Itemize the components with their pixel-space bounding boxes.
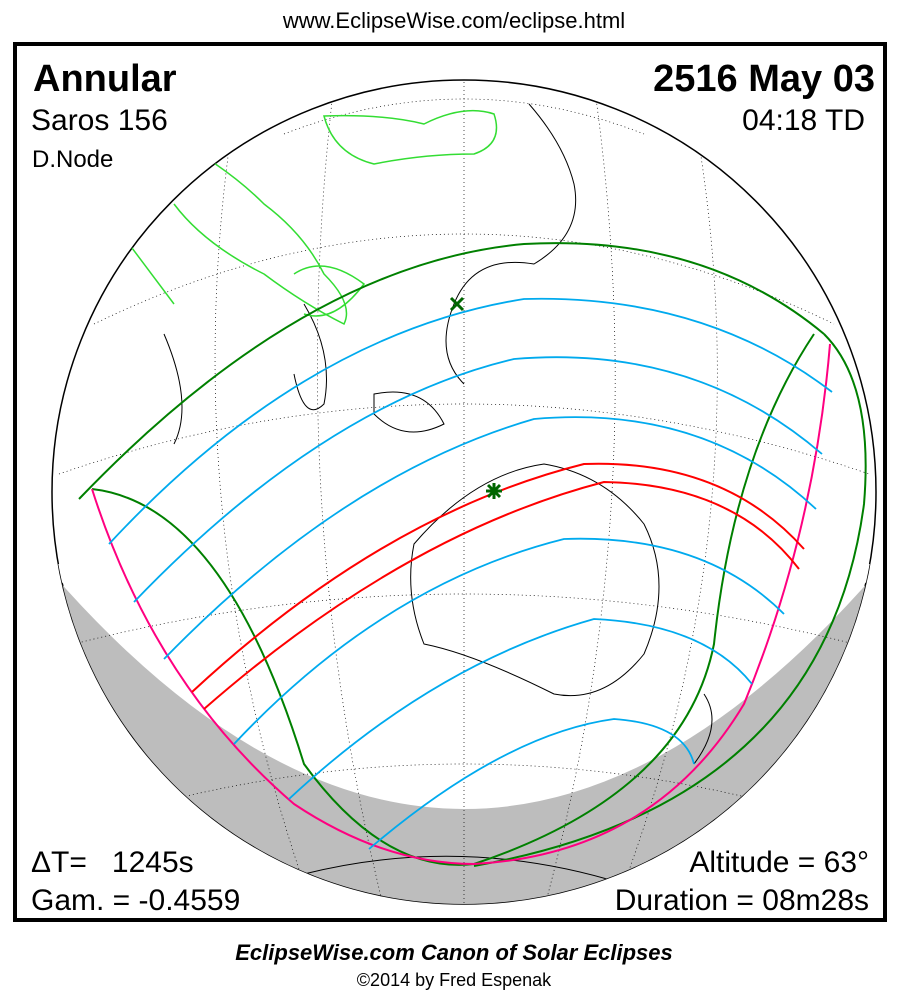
eclipse-date: 2516 May 03 xyxy=(653,58,875,100)
gamma: Gam. = -0.4559 xyxy=(31,884,241,917)
eclipse-map-frame: Annular Saros 156 D.Node 2516 May 03 04:… xyxy=(13,42,887,922)
right-lobe-inner xyxy=(473,333,815,865)
eclipse-time: 04:18 TD xyxy=(742,104,865,137)
central-path xyxy=(191,462,805,710)
central-path-north xyxy=(191,462,805,693)
delta-t: ΔT= 1245s xyxy=(31,846,194,879)
altitude: Altitude = 63° xyxy=(689,846,869,879)
rise-set-curve xyxy=(91,343,831,866)
saros-number: Saros 156 xyxy=(31,104,168,137)
footer-title: EclipseWise.com Canon of Solar Eclipses xyxy=(235,940,673,965)
footer-copyright: ©2014 by Fred Espenak xyxy=(356,970,552,990)
coastlines xyxy=(163,103,713,885)
left-lobe xyxy=(91,488,475,866)
node: D.Node xyxy=(32,146,114,173)
graticule xyxy=(58,80,870,904)
central-path-south xyxy=(203,480,800,710)
header-url: www.EclipseWise.com/eclipse.html xyxy=(282,8,626,33)
partial-contours xyxy=(108,297,833,850)
subsolar-point-marker xyxy=(449,296,465,312)
country-borders xyxy=(113,109,498,326)
northern-limit xyxy=(78,242,825,500)
eclipse-type: Annular xyxy=(33,58,177,100)
greatest-eclipse-marker xyxy=(486,483,502,499)
duration: Duration = 08m28s xyxy=(614,884,869,917)
globe-map xyxy=(51,79,877,905)
